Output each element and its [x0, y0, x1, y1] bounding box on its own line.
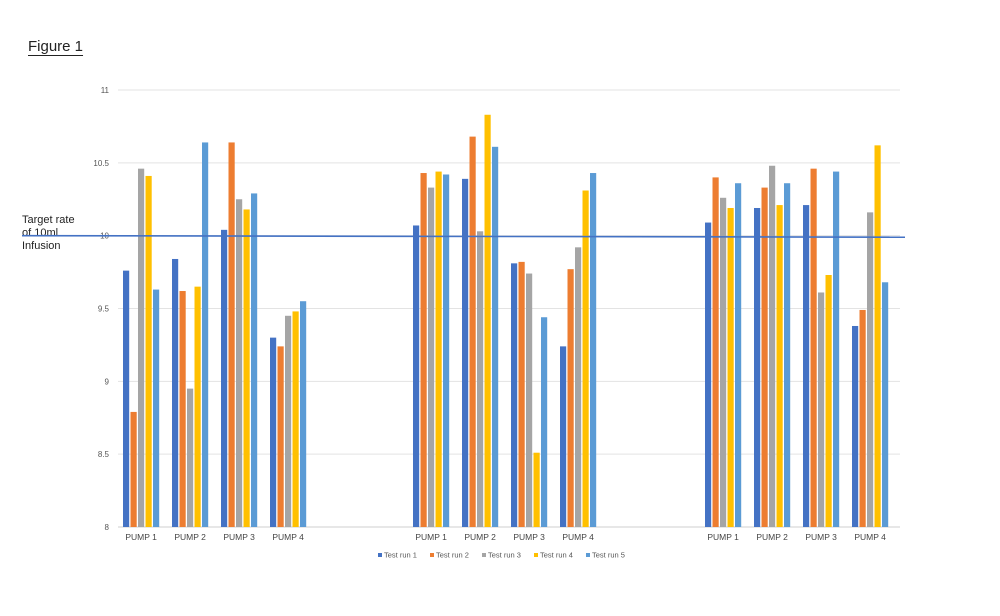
bar-test-run-2 [179, 291, 186, 527]
bar-test-run-3 [526, 273, 533, 527]
target-line [21, 234, 906, 238]
bar-test-run-3 [138, 168, 145, 527]
y-tick-label: 10.5 [93, 159, 109, 168]
bar-test-run-1 [462, 178, 469, 527]
category-labels: PUMP 1 PUMP 2 PUMP 3 PUMP 4 PUMP 1 PUMP 2 PUMP… [125, 532, 886, 542]
category-label: PUMP 3 [805, 532, 837, 542]
bar-test-run-2 [130, 411, 137, 527]
reference-line [21, 234, 906, 238]
y-axis-ticks: 88.599.51010.511 [93, 86, 109, 532]
bar-test-run-2 [228, 142, 235, 527]
bar-test-run-4 [776, 205, 783, 527]
category-label: PUMP 2 [464, 532, 496, 542]
category-label: PUMP 1 [415, 532, 447, 542]
bar-test-run-3 [867, 212, 874, 528]
legend-swatch [534, 553, 538, 557]
bar-test-run-2 [810, 168, 817, 527]
bar-test-run-4 [292, 311, 299, 527]
bar-test-run-1 [511, 263, 518, 527]
legend-label: Test run 1 [384, 551, 417, 560]
bar-test-run-4 [145, 175, 152, 527]
category-label: PUMP 4 [854, 532, 886, 542]
bar-test-run-2 [859, 309, 866, 527]
bar-test-run-4 [533, 452, 540, 527]
legend-label: Test run 4 [540, 551, 573, 560]
bar-test-run-2 [469, 136, 476, 527]
bar-test-run-1 [803, 205, 810, 527]
bar-test-run-3 [720, 197, 727, 527]
bar-test-run-4 [874, 145, 881, 527]
bar-test-run-4 [825, 274, 832, 527]
bar-test-run-3 [769, 165, 776, 527]
bar-test-run-1 [270, 337, 277, 527]
bar-test-run-1 [172, 258, 179, 527]
bar-test-run-3 [818, 292, 825, 527]
legend: Test run 1 Test run 2 Test run 3 Test run 4… [378, 551, 625, 560]
bar-test-run-1 [560, 346, 567, 527]
legend-swatch [586, 553, 590, 557]
bar-test-run-3 [575, 247, 582, 527]
bar-test-run-1 [754, 207, 761, 528]
category-label: PUMP 2 [756, 532, 788, 542]
y-tick-label: 9.5 [98, 305, 110, 314]
y-tick-label: 8.5 [98, 450, 110, 459]
category-label: PUMP 3 [513, 532, 545, 542]
category-label: PUMP 4 [562, 532, 594, 542]
bar-test-run-3 [285, 315, 292, 527]
category-label: PUMP 3 [223, 532, 255, 542]
bar-test-run-5 [833, 171, 840, 527]
category-label: PUMP 1 [707, 532, 739, 542]
bar-test-run-1 [123, 270, 130, 527]
bar-test-run-4 [484, 114, 491, 527]
legend-label: Test run 3 [488, 551, 521, 560]
bar-test-run-5 [443, 174, 450, 527]
bar-test-run-2 [277, 346, 284, 527]
bar-test-run-3 [187, 388, 194, 527]
bar-test-run-1 [705, 222, 712, 527]
bar-test-run-4 [194, 286, 201, 527]
legend-swatch [430, 553, 434, 557]
legend-label: Test run 2 [436, 551, 469, 560]
bar-test-run-5 [153, 289, 160, 527]
legend-swatch [482, 553, 486, 557]
bar-test-run-3 [428, 187, 435, 527]
bar-test-run-2 [712, 177, 719, 527]
bar-test-run-5 [590, 173, 597, 527]
bar-test-run-5 [784, 183, 791, 527]
bar-test-run-4 [243, 209, 250, 528]
y-tick-label: 8 [105, 523, 110, 532]
bar-test-run-5 [202, 142, 209, 527]
bars [123, 114, 889, 528]
bar-test-run-4 [435, 171, 442, 527]
bar-test-run-5 [735, 183, 742, 527]
category-label: PUMP 2 [174, 532, 206, 542]
bar-test-run-4 [582, 190, 589, 527]
bar-test-run-5 [882, 282, 889, 527]
legend-swatch [378, 553, 382, 557]
bar-test-run-2 [420, 173, 427, 527]
bar-test-run-3 [236, 199, 243, 527]
bar-test-run-5 [251, 193, 258, 527]
bar-test-run-3 [477, 231, 484, 527]
bar-test-run-1 [221, 229, 228, 527]
legend-label: Test run 5 [592, 551, 625, 560]
bar-test-run-1 [852, 325, 859, 527]
bar-test-run-5 [492, 146, 499, 527]
bar-test-run-5 [300, 301, 307, 527]
bar-test-run-2 [518, 261, 525, 527]
bar-test-run-4 [727, 207, 734, 528]
y-tick-label: 11 [101, 86, 110, 95]
category-label: PUMP 1 [125, 532, 157, 542]
figure-title: Figure 1 [28, 38, 84, 55]
category-label: PUMP 4 [272, 532, 304, 542]
bar-test-run-5 [541, 317, 548, 527]
y-tick-label: 9 [105, 377, 110, 386]
bar-test-run-1 [413, 225, 420, 527]
bar-test-run-2 [567, 269, 574, 527]
bar-test-run-2 [761, 187, 768, 527]
